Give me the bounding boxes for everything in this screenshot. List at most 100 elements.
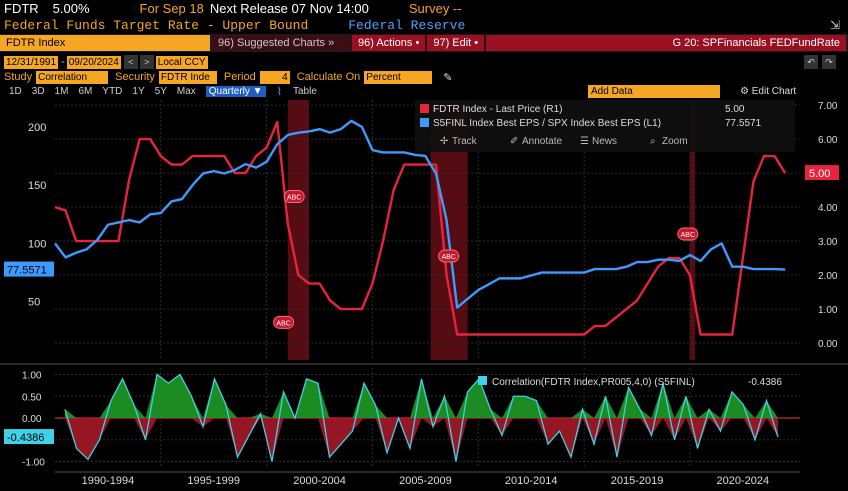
next-range-icon[interactable]: > (139, 55, 154, 69)
period-input[interactable]: 4 (259, 70, 290, 84)
x-axis-label: 1990-1994 (82, 475, 135, 487)
popout-icon[interactable]: ⇲ (829, 19, 840, 33)
right-axis-tick: 4.00 (818, 203, 838, 214)
legend-box (415, 100, 795, 152)
header-row: FDTR 5.00% For Sep 18 Next Release 07 No… (0, 0, 848, 16)
source: Federal Reserve (348, 17, 466, 33)
x-axis-label: 1995-1999 (187, 475, 240, 487)
corr-negative-area (65, 418, 778, 462)
gear-icon: ⚙ (740, 85, 749, 97)
undo-icon[interactable]: ↶ (804, 55, 818, 69)
right-axis-tick: 1.00 (818, 305, 838, 316)
corr-legend-value: -0.4386 (748, 377, 782, 388)
currency-select[interactable]: Local CCY (155, 55, 208, 69)
chart-area[interactable]: 0.00 1.00 2.00 3.00 4.00 5.00 6.00 7.00 50 100 150… (0, 98, 848, 491)
period-label: Period (223, 71, 256, 83)
chart-title: G 20: SPFinancials FEDFundRate (486, 35, 846, 51)
event-marker-label: ABC (287, 195, 301, 202)
edit-chart-label: Edit Chart (751, 85, 797, 97)
security-select[interactable]: FDTR Inde (158, 70, 217, 84)
time-button-1y[interactable]: 1Y (132, 85, 145, 97)
next-release: Next Release 07 Nov 14:00 (209, 0, 369, 16)
x-axis-label: 2010-2014 (505, 475, 558, 487)
legend-value: 77.5571 (725, 118, 762, 129)
legend-menu-icon: ⌕ (650, 136, 656, 147)
date-range-row: 12/31/1991 - 09/20/2024 < > Local CCY ↶ … (0, 54, 848, 70)
event-marker-label: ABC (441, 254, 455, 261)
survey-label: Survey -- (408, 0, 462, 16)
corr-positive-area (65, 374, 778, 418)
x-axis-label: 2000-2004 (293, 475, 346, 487)
time-button-ytd[interactable]: YTD (102, 85, 123, 97)
time-button-1d[interactable]: 1D (9, 85, 22, 97)
end-date-input[interactable]: 09/20/2024 (66, 55, 121, 69)
legend-menu-annotate[interactable]: Annotate (522, 136, 562, 147)
pencil-icon[interactable]: ✎ (443, 71, 453, 84)
security-field[interactable]: FDTR Index (0, 35, 210, 51)
event-marker-label: ABC (276, 320, 290, 327)
recession-band-0 (287, 100, 309, 360)
calc-select[interactable]: Percent (364, 70, 433, 84)
legend-menu-news[interactable]: News (592, 136, 617, 147)
legend-menu-zoom[interactable]: Zoom (662, 136, 688, 147)
legend-label: S5FINL Index Best EPS / SPX Index Best E… (433, 118, 661, 129)
timebar-row: 1D 3D 1M 6M YTD 1Y 5Y Max Quarterly ▼ ⌇ Table A… (0, 84, 848, 98)
right-axis-tick: 6.00 (818, 135, 838, 146)
legend-value: 5.00 (725, 104, 745, 115)
event-marker (283, 190, 305, 204)
legend-swatch (420, 104, 429, 113)
actions-button[interactable]: 96) Actions • (352, 35, 426, 51)
calc-label: Calculate On (296, 71, 361, 83)
event-marker (438, 249, 460, 263)
description: Federal Funds Target Rate - Upper Bound (4, 17, 309, 33)
left-axis-tick: 50 (28, 297, 40, 309)
time-buttons: 1D 3D 1M 6M YTD 1Y 5Y Max (4, 86, 201, 97)
legend-menu-icon: ✢ (440, 136, 448, 147)
x-axis-label: 2020-2024 (717, 475, 770, 487)
frequency-select[interactable]: Quarterly ▼ (205, 85, 266, 97)
chart-svg[interactable]: 0.00 1.00 2.00 3.00 4.00 5.00 6.00 7.00 50 100 150… (0, 98, 848, 491)
corr-current-tag-bg (4, 429, 54, 445)
edit-chart-button[interactable]: ⚙ Edit Chart (740, 86, 796, 97)
x-axis-label: 2005-2009 (399, 475, 452, 487)
corr-axis-tick: 0.50 (22, 392, 42, 403)
current-value: 5.00% (52, 0, 90, 16)
event-marker (677, 227, 699, 241)
prev-range-icon[interactable]: < (123, 55, 138, 69)
suggested-charts-button[interactable]: 96) Suggested Charts » (212, 35, 350, 51)
corr-axis-tick: -1.00 (22, 457, 45, 468)
study-select[interactable]: Correlation (36, 70, 109, 84)
right-axis-tick: 0.00 (818, 339, 838, 350)
right-axis-tick: 3.00 (818, 237, 838, 248)
right-axis-tick: 7.00 (818, 101, 838, 112)
time-button-1m[interactable]: 1M (54, 85, 69, 97)
security-label: Security (115, 71, 155, 83)
time-button-5y[interactable]: 5Y (154, 85, 167, 97)
chart-type-icon[interactable]: ⌇ (276, 85, 282, 98)
left-current-tag-bg (4, 261, 54, 277)
time-button-max[interactable]: Max (176, 85, 196, 97)
left-axis-tick: 100 (28, 238, 46, 250)
study-label: Study (4, 71, 33, 83)
corr-current-tag: -0.4386 (7, 432, 44, 444)
legend-menu-track[interactable]: Track (452, 136, 478, 147)
start-date-input[interactable]: 12/31/1991 (4, 55, 59, 69)
add-data-button[interactable]: Add Data (588, 84, 720, 98)
time-button-3d[interactable]: 3D (31, 85, 45, 97)
edit-button[interactable]: 97) Edit • (427, 35, 485, 51)
redo-icon[interactable]: ↷ (822, 55, 836, 69)
left-axis-tick: 200 (28, 122, 46, 134)
table-button[interactable]: Table (292, 85, 317, 97)
event-marker-label: ABC (681, 232, 695, 239)
legend-menu-icon: ✐ (510, 136, 518, 147)
eps-series-line (54, 119, 786, 309)
corr-axis-tick: 1.00 (22, 371, 42, 382)
legend-label: FDTR Index - Last Price (R1) (433, 104, 562, 115)
right-current-tag: 5.00 (809, 168, 830, 180)
time-button-6m[interactable]: 6M (78, 85, 93, 97)
corr-legend-swatch (478, 376, 487, 385)
corr-series-line (64, 373, 779, 462)
left-current-tag: 77.5571 (7, 265, 47, 277)
corr-legend-label: Correlation(FDTR Index,PR005,4,0) (S5FIN… (492, 377, 695, 388)
left-axis-tick: 150 (28, 180, 46, 192)
